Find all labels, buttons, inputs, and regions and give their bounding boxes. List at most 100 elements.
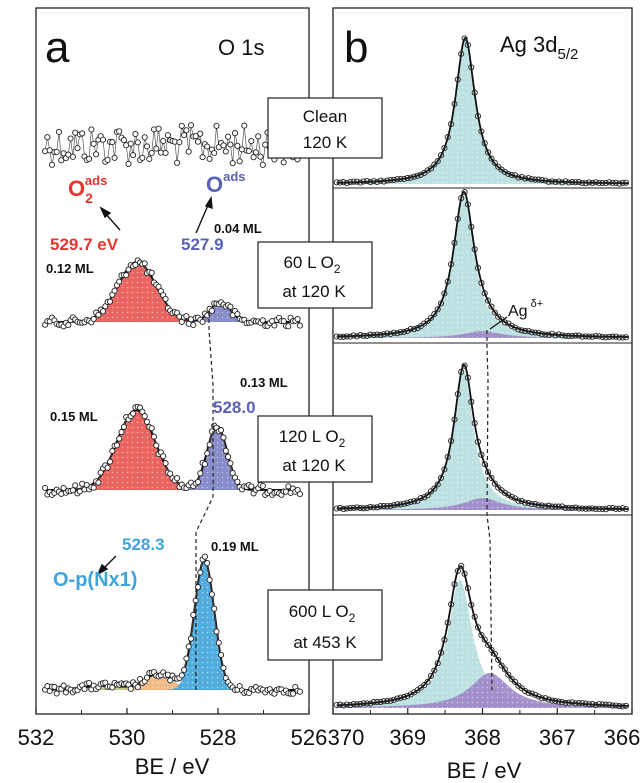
data-point	[208, 591, 215, 598]
data-point	[176, 139, 183, 146]
data-point	[606, 701, 613, 708]
data-point	[441, 636, 448, 643]
data-point	[404, 499, 411, 506]
data-point	[474, 264, 482, 271]
data-point	[532, 691, 539, 698]
data-point	[458, 195, 465, 202]
data-point	[444, 619, 451, 626]
data-point	[194, 138, 202, 145]
data-point	[441, 466, 448, 473]
data-point	[374, 178, 381, 186]
data-point	[424, 492, 431, 499]
data-point	[471, 420, 478, 427]
data-point	[116, 128, 123, 135]
data-point	[174, 159, 181, 166]
data-point	[357, 505, 364, 512]
data-point	[123, 272, 130, 279]
data-point	[380, 178, 387, 185]
data-point	[522, 499, 529, 506]
data-point	[454, 567, 461, 575]
data-point	[90, 315, 97, 323]
data-point	[397, 694, 404, 701]
data-point	[53, 148, 60, 155]
data-point	[127, 685, 134, 692]
data-point	[508, 171, 515, 178]
data-point	[380, 331, 387, 338]
data-point	[481, 290, 488, 297]
o-be-label-120: 528.0	[213, 398, 256, 417]
data-point	[109, 139, 116, 146]
data-point	[132, 130, 139, 138]
data-point	[400, 175, 408, 183]
data-point	[407, 325, 414, 333]
data-point	[589, 179, 596, 186]
data-point	[562, 332, 569, 339]
data-point	[397, 501, 404, 508]
condition-box-clean: Clean 120 K	[267, 97, 383, 159]
data-point	[69, 153, 76, 160]
data-point	[548, 503, 556, 510]
data-point	[579, 505, 586, 512]
data-point	[548, 697, 556, 704]
data-point	[218, 651, 225, 658]
data-point	[367, 331, 374, 338]
data-point	[596, 701, 603, 708]
data-point	[464, 585, 471, 592]
data-point	[86, 155, 93, 162]
data-point	[515, 497, 522, 504]
data-point	[148, 425, 155, 432]
data-point	[579, 333, 586, 340]
data-point	[120, 137, 127, 144]
data-point	[211, 149, 218, 157]
data-point	[552, 503, 559, 510]
data-point	[441, 144, 448, 152]
data-point	[350, 504, 357, 512]
data-point	[411, 173, 418, 180]
spectrum-a-120L	[42, 403, 303, 498]
data-point	[360, 332, 367, 339]
data-point	[199, 318, 206, 325]
panel-a-ticks: 532 530 528 526	[18, 708, 327, 750]
data-point	[478, 631, 485, 639]
data-point	[585, 333, 593, 340]
data-point	[197, 569, 204, 576]
data-point	[505, 491, 512, 498]
data-point	[360, 700, 367, 707]
data-point	[296, 688, 303, 695]
data-point	[227, 460, 234, 467]
tick-label: 369	[389, 725, 426, 750]
data-point	[542, 177, 549, 184]
data-point	[215, 639, 222, 646]
data-point	[174, 475, 181, 482]
data-point	[380, 698, 387, 705]
data-point	[622, 702, 630, 709]
data-point	[542, 331, 549, 338]
data-point	[569, 179, 576, 186]
data-point	[153, 145, 160, 152]
data-point	[204, 450, 211, 457]
data-point	[257, 153, 264, 160]
data-point	[296, 322, 303, 329]
data-point	[454, 76, 461, 83]
data-point	[535, 502, 542, 509]
data-point	[525, 327, 532, 334]
data-point	[377, 698, 384, 706]
data-point	[363, 178, 371, 185]
data-point	[146, 155, 153, 162]
data-point	[153, 442, 160, 449]
data-point	[236, 158, 243, 165]
data-point	[532, 329, 539, 336]
data-point	[141, 134, 148, 141]
data-point	[522, 687, 529, 695]
data-point	[185, 148, 192, 155]
data-point	[622, 505, 630, 513]
panel-b-ticks: 370 369 368 367 366	[328, 708, 640, 750]
data-point	[525, 689, 532, 696]
data-point	[538, 176, 545, 184]
data-point	[106, 458, 114, 465]
data-point	[599, 179, 606, 186]
data-point	[616, 505, 623, 512]
data-point	[414, 172, 421, 179]
data-point	[501, 319, 508, 326]
